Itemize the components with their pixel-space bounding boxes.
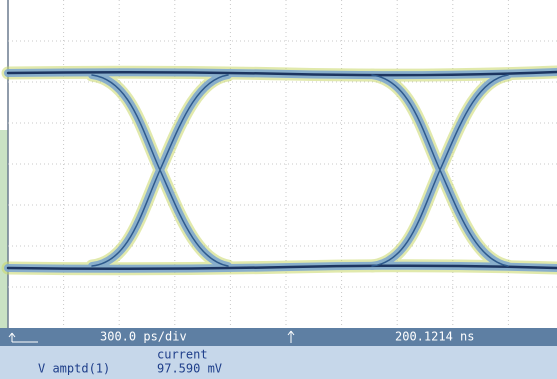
plot-area: [9, 0, 557, 328]
time-position: 200.1214 ns: [395, 330, 474, 344]
scope-screen: 300.0 ps/div 200.1214 ns current V amptd…: [0, 0, 557, 379]
measurement-value: 97.590 mV: [157, 362, 222, 376]
measurement-label: V amptd(1): [38, 362, 110, 376]
page: 300.0 ps/div 200.1214 ns current V amptd…: [0, 0, 557, 379]
timebase: 300.0 ps/div: [100, 330, 187, 344]
left-indicator: [0, 130, 8, 328]
column-header: current: [157, 348, 208, 362]
